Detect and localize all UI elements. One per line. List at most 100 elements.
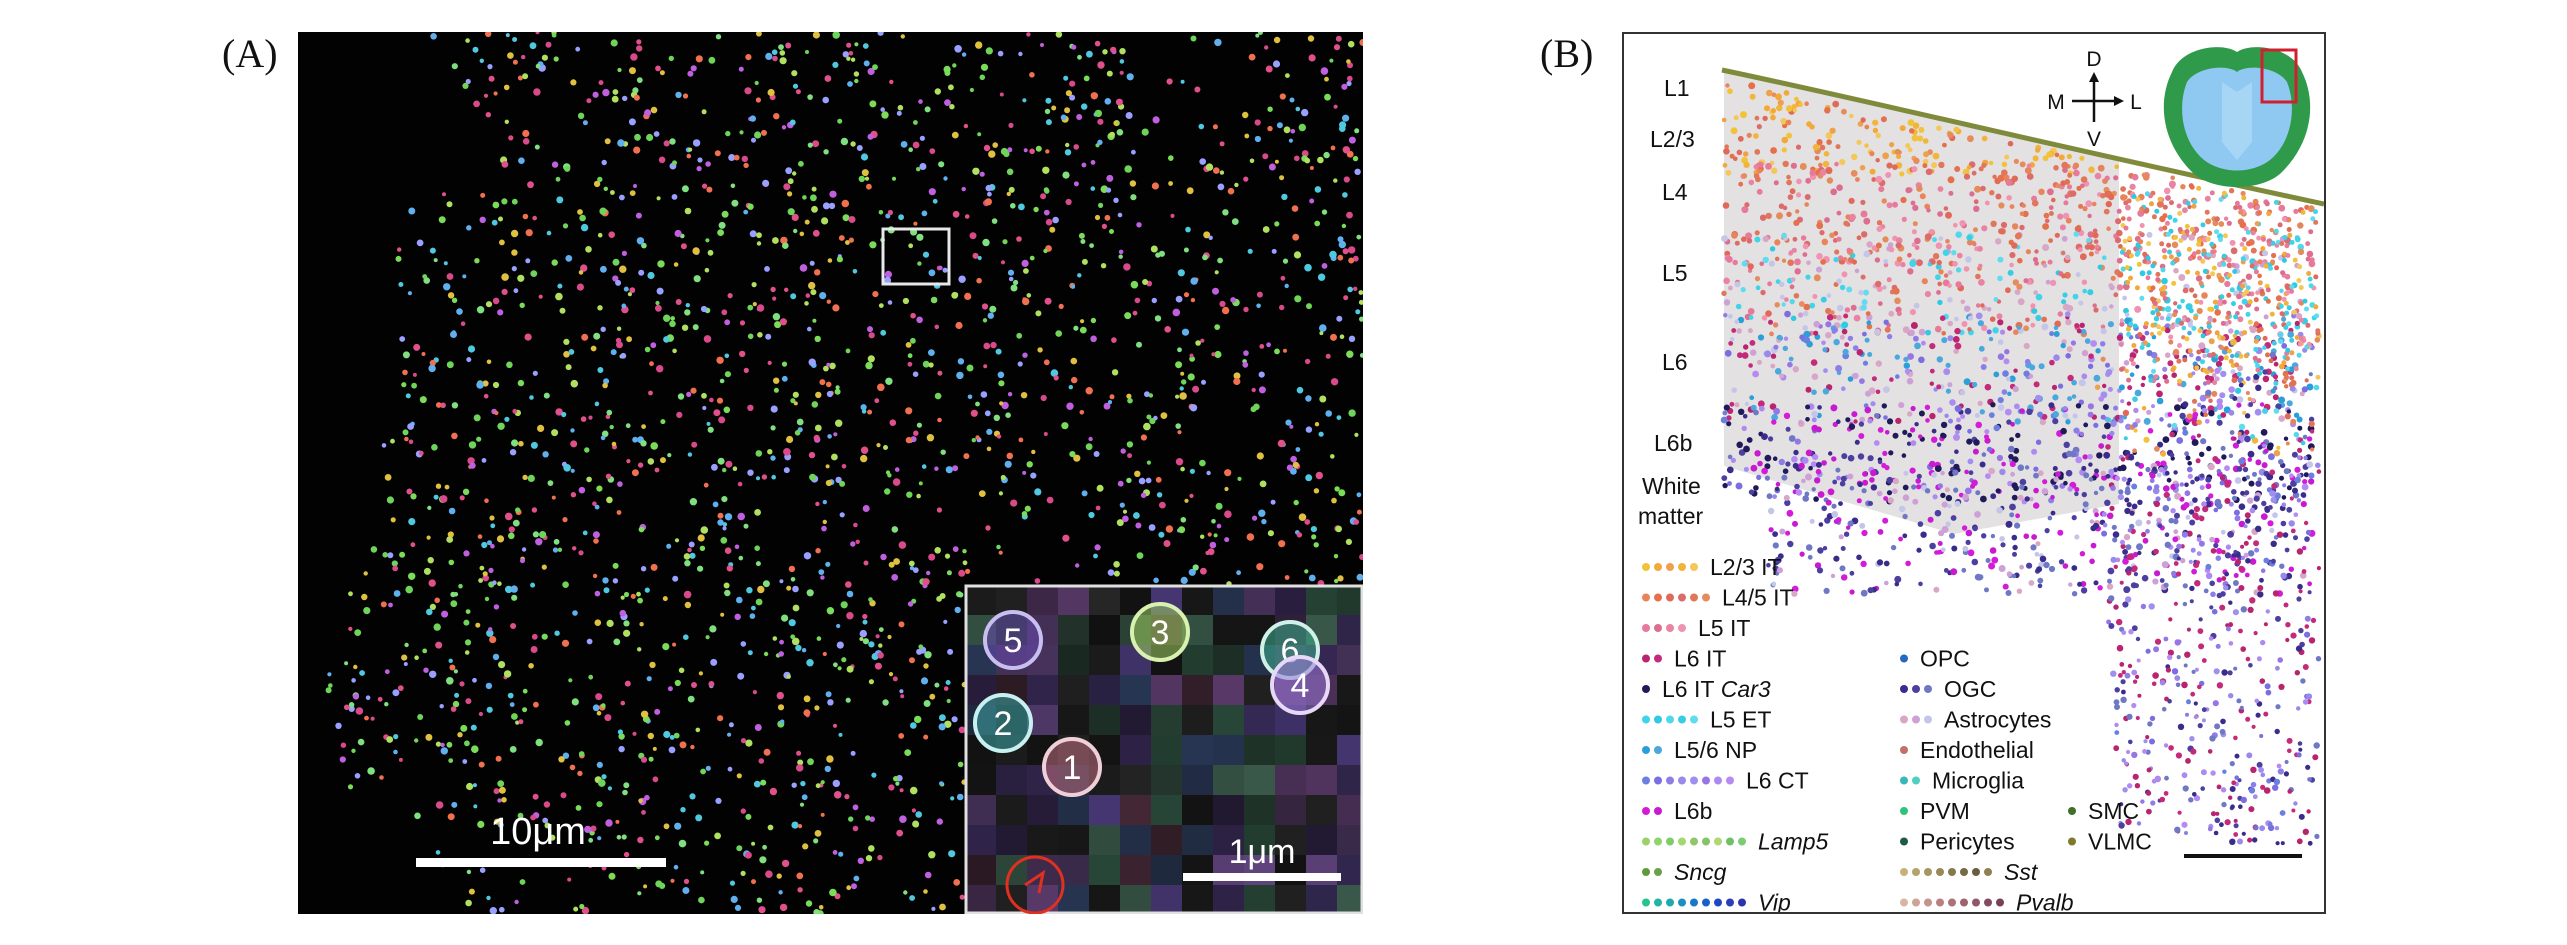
cell-dot xyxy=(1756,474,1762,480)
cell-dot xyxy=(2094,384,2101,390)
cell-dot xyxy=(2207,826,2213,832)
rna-spot xyxy=(654,835,660,841)
cell-dot xyxy=(2125,818,2132,826)
cell-dot xyxy=(2052,394,2059,401)
cell-dot xyxy=(1761,467,1768,475)
rna-spot xyxy=(567,877,572,882)
cell-dot xyxy=(2142,749,2147,754)
rna-spot xyxy=(365,695,371,700)
rna-spot xyxy=(848,51,854,56)
rna-spot xyxy=(982,238,990,247)
cell-dot xyxy=(2181,681,2188,689)
cell-dot xyxy=(2100,341,2106,347)
rna-spot xyxy=(1190,277,1198,285)
rna-spot xyxy=(756,897,763,903)
rna-spot xyxy=(1181,328,1190,336)
rna-spot xyxy=(1246,533,1255,541)
cell-dot xyxy=(1744,401,1750,407)
cell-dot xyxy=(1865,311,1871,316)
rna-spot xyxy=(696,166,702,172)
rna-spot xyxy=(562,223,569,229)
cell-dot xyxy=(2305,241,2311,247)
rna-spot xyxy=(712,501,719,508)
cell-dot xyxy=(2192,411,2199,418)
cell-dot xyxy=(1966,234,1973,241)
rna-spot xyxy=(825,691,832,698)
rna-spot xyxy=(659,70,665,76)
cell-dot xyxy=(1954,342,1962,350)
cell-dot xyxy=(2034,551,2040,557)
cell-dot xyxy=(2196,433,2201,438)
cell-dot xyxy=(1902,513,1908,520)
cell-dot xyxy=(1770,114,1776,121)
rna-spot xyxy=(522,138,530,145)
rna-spot xyxy=(617,139,625,147)
cell-dot xyxy=(1758,405,1765,412)
rna-spot xyxy=(1126,441,1134,448)
rna-spot xyxy=(846,612,854,620)
rna-spot xyxy=(1318,431,1324,437)
rna-spot xyxy=(717,512,724,519)
cell-dot xyxy=(1861,299,1868,305)
cell-dot xyxy=(2247,202,2254,209)
rna-spot xyxy=(710,658,718,666)
cell-dot xyxy=(1910,440,1917,446)
rna-spot xyxy=(1021,511,1028,517)
cell-dot xyxy=(2245,391,2250,395)
rna-spot xyxy=(478,761,485,768)
rna-spot xyxy=(813,434,820,441)
rna-spot xyxy=(812,318,817,323)
cell-dot xyxy=(1914,342,1921,350)
rna-spot xyxy=(866,183,872,190)
cell-dot xyxy=(1835,144,1841,150)
rna-spot xyxy=(684,207,692,215)
rna-spot xyxy=(1081,162,1087,168)
cell-dot xyxy=(2274,826,2280,831)
rna-spot xyxy=(626,336,632,343)
rna-spot xyxy=(716,397,724,404)
rna-spot xyxy=(793,228,798,234)
inset-spot-glow xyxy=(973,693,1033,753)
cell-dot xyxy=(1948,190,1954,196)
cell-dot xyxy=(2194,476,2200,482)
rna-spot xyxy=(986,446,992,452)
cell-dot xyxy=(1746,238,1753,244)
rna-spot xyxy=(425,733,433,741)
cell-dot xyxy=(2189,599,2194,604)
cell-dot xyxy=(2054,320,2062,328)
cell-dot xyxy=(1781,232,1787,239)
rna-spot xyxy=(473,804,478,809)
cell-dot xyxy=(2307,777,2312,782)
cell-dot xyxy=(2243,524,2248,529)
cell-dot xyxy=(1937,299,1943,306)
cell-dot xyxy=(2196,419,2202,426)
rna-spot xyxy=(433,623,441,631)
cell-dot xyxy=(2310,617,2317,624)
cell-dot xyxy=(2024,358,2031,365)
rna-spot xyxy=(720,612,725,617)
rna-spot xyxy=(815,783,821,789)
cell-dot xyxy=(2053,485,2059,490)
rna-spot xyxy=(767,449,773,455)
rna-spot xyxy=(800,780,806,787)
rna-spot xyxy=(634,133,641,141)
rna-spot xyxy=(522,213,529,220)
cell-dot xyxy=(2288,566,2294,572)
cell-dot xyxy=(1786,179,1792,186)
cell-dot xyxy=(2119,662,2125,667)
rna-spot xyxy=(1180,466,1185,472)
cell-dot xyxy=(2126,481,2131,486)
cell-dot xyxy=(2291,808,2296,813)
cell-dot xyxy=(1809,302,1816,309)
cell-dot xyxy=(1931,428,1937,434)
rna-spot xyxy=(953,292,959,298)
cell-dot xyxy=(2072,162,2080,169)
cell-dot xyxy=(2309,429,2315,434)
cell-dot xyxy=(2032,256,2039,263)
cell-dot xyxy=(1986,446,1993,453)
cell-dot xyxy=(2304,378,2309,383)
cell-dot xyxy=(1831,511,1839,518)
cell-dot xyxy=(2249,558,2257,565)
cell-dot xyxy=(2236,293,2242,300)
rna-spot xyxy=(467,345,476,353)
